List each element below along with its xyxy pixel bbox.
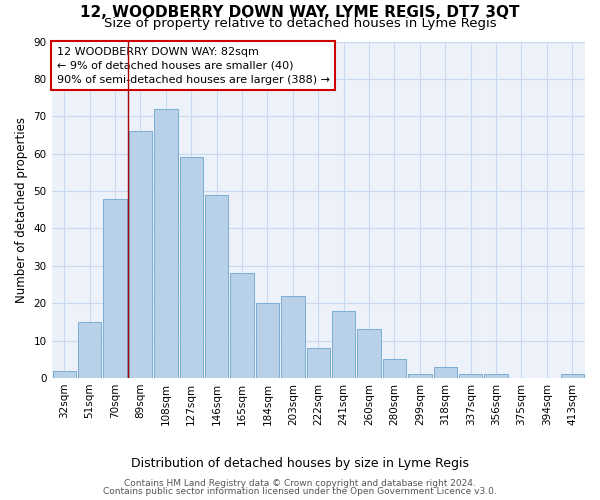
Bar	[78, 322, 101, 378]
Bar	[154, 109, 178, 378]
Bar	[434, 367, 457, 378]
Bar	[179, 158, 203, 378]
Bar	[103, 198, 127, 378]
Text: Distribution of detached houses by size in Lyme Regis: Distribution of detached houses by size …	[131, 458, 469, 470]
Bar	[307, 348, 330, 378]
Bar	[53, 370, 76, 378]
Bar	[484, 374, 508, 378]
Bar	[205, 195, 229, 378]
Bar	[358, 330, 381, 378]
Text: Contains public sector information licensed under the Open Government Licence v3: Contains public sector information licen…	[103, 487, 497, 496]
Bar	[560, 374, 584, 378]
Bar	[129, 131, 152, 378]
Text: 12 WOODBERRY DOWN WAY: 82sqm
← 9% of detached houses are smaller (40)
90% of sem: 12 WOODBERRY DOWN WAY: 82sqm ← 9% of det…	[57, 46, 330, 84]
Text: Contains HM Land Registry data © Crown copyright and database right 2024.: Contains HM Land Registry data © Crown c…	[124, 478, 476, 488]
Bar	[332, 310, 355, 378]
Text: 12, WOODBERRY DOWN WAY, LYME REGIS, DT7 3QT: 12, WOODBERRY DOWN WAY, LYME REGIS, DT7 …	[80, 5, 520, 20]
Bar	[281, 296, 305, 378]
Bar	[230, 274, 254, 378]
Text: Size of property relative to detached houses in Lyme Regis: Size of property relative to detached ho…	[104, 18, 496, 30]
Bar	[383, 360, 406, 378]
Bar	[408, 374, 431, 378]
Bar	[459, 374, 482, 378]
Y-axis label: Number of detached properties: Number of detached properties	[15, 117, 28, 303]
Bar	[256, 303, 279, 378]
